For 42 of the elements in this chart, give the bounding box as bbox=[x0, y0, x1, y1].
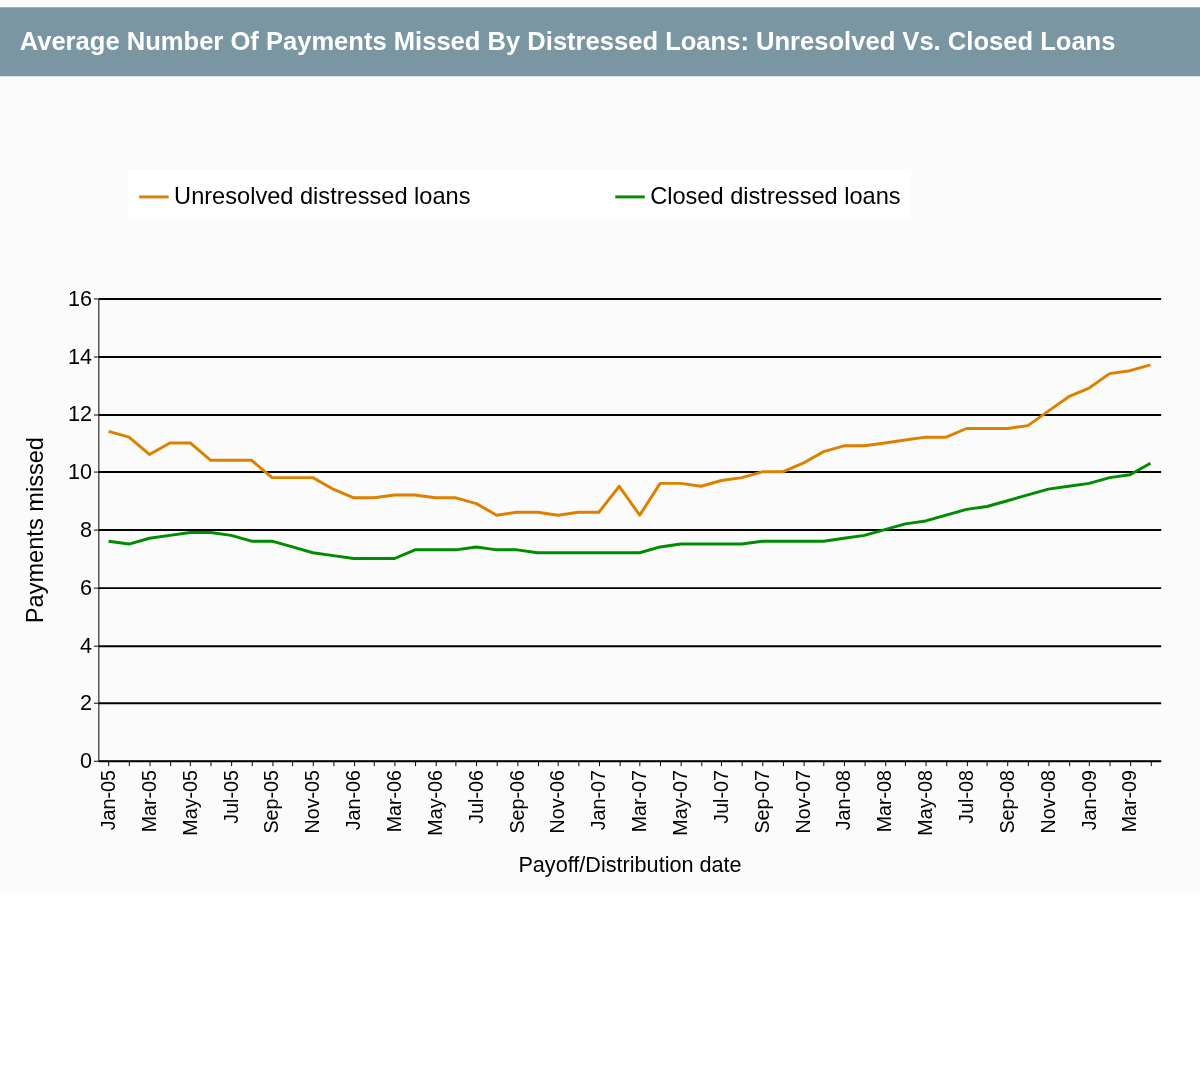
x-tick-label: Jul-05 bbox=[219, 770, 242, 824]
legend-label: Unresolved distressed loans bbox=[174, 182, 471, 209]
x-tick-label: Mar-05 bbox=[137, 770, 160, 833]
y-tick-label: 10 bbox=[67, 459, 92, 485]
x-tick-label: Nov-07 bbox=[791, 770, 814, 834]
x-tick-label: Nov-05 bbox=[301, 770, 324, 834]
x-tick-label: Jan-05 bbox=[96, 770, 119, 831]
x-tick-label: Jul-06 bbox=[464, 770, 487, 824]
y-axis-title: Payments missed bbox=[22, 437, 49, 624]
y-tick-label: 12 bbox=[67, 401, 92, 427]
x-tick-label: May-08 bbox=[914, 770, 937, 836]
x-tick-label: Sep-06 bbox=[505, 770, 528, 834]
chart-title: Average Number Of Payments Missed By Distressed Loans: Unresolved Vs. Closed Loans bbox=[19, 26, 1116, 55]
y-tick-label: 0 bbox=[79, 748, 92, 774]
x-tick-label: May-06 bbox=[423, 770, 446, 836]
y-tick-label: 8 bbox=[79, 516, 92, 542]
x-tick-label: Sep-05 bbox=[260, 770, 283, 834]
y-tick-label: 16 bbox=[67, 285, 92, 311]
legend-label: Closed distressed loans bbox=[650, 182, 901, 209]
x-tick-label: Jul-08 bbox=[954, 770, 977, 824]
x-tick-label: Jan-08 bbox=[832, 770, 855, 831]
x-tick-label: Mar-07 bbox=[628, 770, 651, 833]
line-series bbox=[107, 363, 1152, 517]
x-axis-title: Payoff/Distribution date bbox=[518, 852, 742, 878]
y-tick-label: 6 bbox=[79, 574, 92, 600]
x-tick-label: Nov-08 bbox=[1036, 770, 1059, 834]
x-tick-label: Jan-09 bbox=[1077, 770, 1100, 831]
x-tick-label: Jul-07 bbox=[709, 770, 732, 824]
x-tick-label: Jan-07 bbox=[587, 770, 610, 831]
x-tick-label: Mar-06 bbox=[382, 770, 405, 833]
x-tick-label: Jan-06 bbox=[342, 770, 365, 831]
x-tick-label: Sep-08 bbox=[995, 770, 1018, 834]
x-tick-label: May-05 bbox=[178, 770, 201, 836]
y-tick-label: 2 bbox=[79, 690, 92, 716]
x-tick-label: Mar-08 bbox=[873, 770, 896, 833]
y-tick-label: 14 bbox=[67, 343, 92, 369]
x-tick-label: Sep-07 bbox=[750, 770, 773, 834]
x-tick-label: Mar-09 bbox=[1118, 770, 1141, 833]
line-series bbox=[107, 461, 1152, 560]
y-tick-label: 4 bbox=[79, 632, 92, 658]
x-tick-label: May-07 bbox=[668, 770, 691, 836]
x-tick-label: Nov-06 bbox=[546, 770, 569, 834]
